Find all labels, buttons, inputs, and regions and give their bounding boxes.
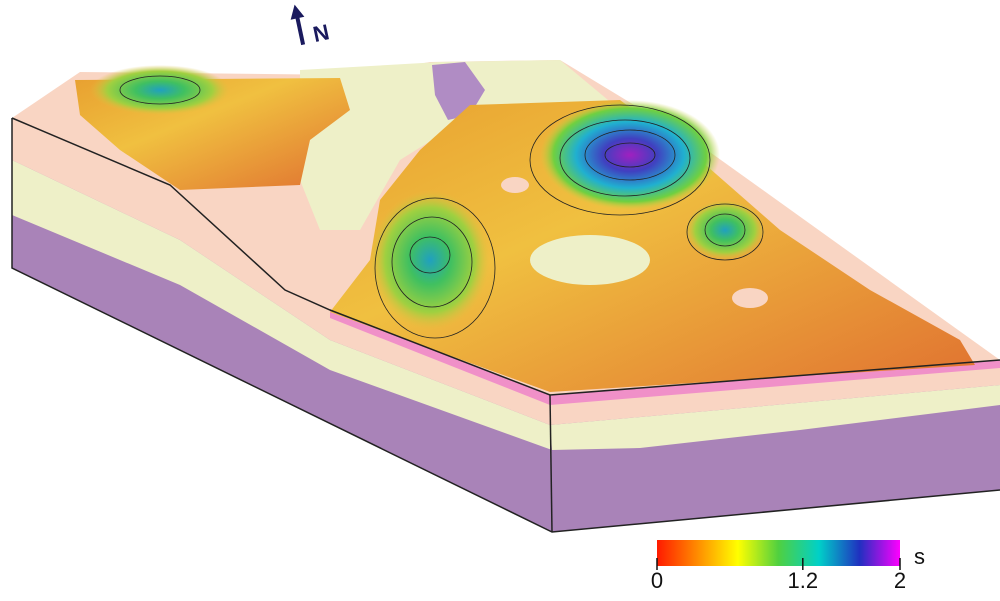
north-arrow: N xyxy=(288,0,332,51)
north-label: N xyxy=(311,19,332,47)
colorbar-unit: s xyxy=(914,544,925,569)
colorbar-tick-label: 1.2 xyxy=(788,568,819,593)
colorbar: 0 1.2 2s xyxy=(651,540,925,593)
colorbar-tick-label: 0 xyxy=(651,568,663,593)
hole xyxy=(530,235,650,285)
hole xyxy=(732,288,768,308)
deep-zone xyxy=(540,100,720,210)
green-zone xyxy=(90,65,230,115)
colorbar-tick-label: 2 xyxy=(894,568,906,593)
colorbar-bar xyxy=(657,540,900,566)
block-diagram: N 0 1.2 2s xyxy=(0,0,1000,601)
hole xyxy=(501,177,529,193)
